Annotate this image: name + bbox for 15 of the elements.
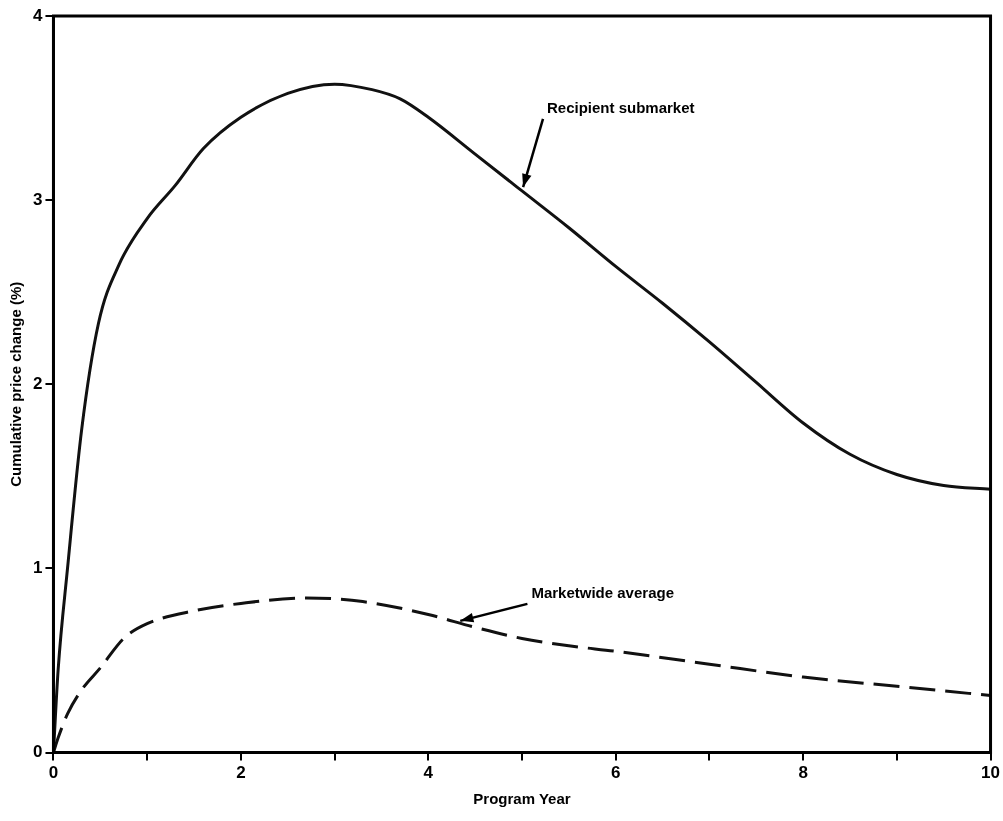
- y-axis-title: Cumulative price change (%): [7, 281, 25, 487]
- annotation: Marketwide average: [531, 583, 674, 601]
- y-tick-label: 3: [32, 189, 43, 209]
- x-tick-label: 6: [610, 763, 621, 783]
- x-tick-label: 10: [981, 763, 1001, 783]
- y-tick-label: 1: [32, 558, 43, 578]
- x-tick-label: 4: [423, 763, 434, 783]
- x-tick-label: 0: [48, 763, 59, 783]
- y-tick-label: 4: [32, 5, 43, 25]
- y-tick-label: 0: [32, 742, 43, 762]
- x-axis-title: Program Year: [473, 790, 571, 808]
- x-tick-label: 8: [798, 763, 808, 783]
- y-tick-label: 2: [32, 373, 43, 393]
- x-tick-label: 2: [236, 763, 246, 783]
- annotation: Recipient submarket: [547, 99, 695, 117]
